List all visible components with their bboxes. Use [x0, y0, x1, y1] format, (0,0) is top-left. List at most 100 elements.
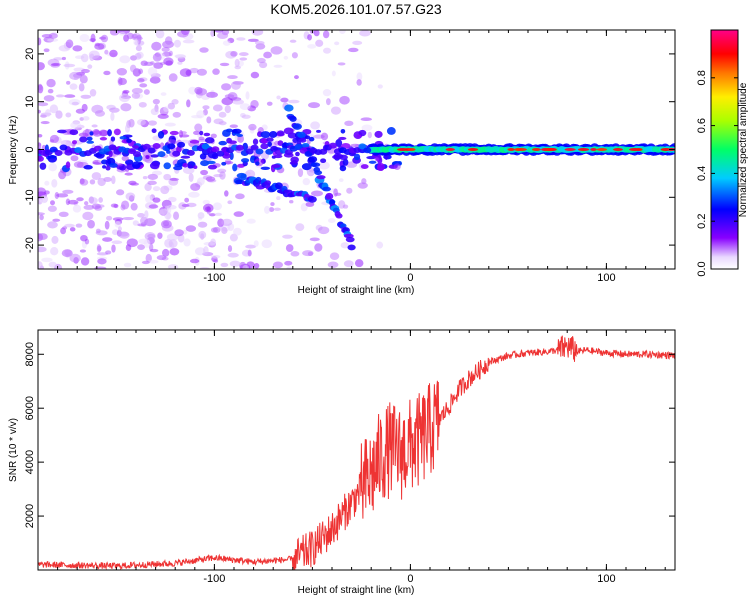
- spectrogram-blob: [68, 98, 81, 106]
- spectrogram-blob: [147, 259, 159, 264]
- spectrogram-blob: [248, 123, 257, 131]
- spectrogram-blob: [99, 136, 108, 141]
- spectrogram-blob: [338, 136, 347, 140]
- spectrogram-blob: [253, 240, 259, 247]
- spectrogram-blob: [167, 196, 177, 203]
- spectrogram-blob: [76, 197, 84, 202]
- spectrogram-blob: [80, 257, 90, 266]
- spectrogram-blob: [153, 62, 164, 69]
- spectrogram-blob: [152, 98, 160, 105]
- spectrogram-blob: [255, 161, 260, 166]
- spectrogram-blob: [38, 233, 44, 242]
- spectrogram-blob: [160, 185, 170, 195]
- spectrogram-blob: [131, 87, 143, 94]
- spectrogram-blob: [64, 223, 75, 228]
- spectrogram-blob: [289, 200, 294, 204]
- spectrogram-blob: [47, 88, 54, 94]
- spectrogram-blob: [118, 231, 130, 239]
- spectrogram-blob: [331, 70, 336, 77]
- colorbar-gradient: [710, 29, 739, 270]
- spectrogram-blob: [338, 178, 344, 183]
- spectrogram-blob: [297, 168, 304, 178]
- spectrogram-blob: [377, 84, 383, 89]
- spectrogram-blob: [66, 80, 71, 85]
- spectrogram-blob: [245, 148, 254, 155]
- spectrogram-blob: [346, 187, 353, 194]
- spectrogram-blob: [237, 135, 245, 143]
- spectrogram-blob: [221, 218, 233, 227]
- spectrogram-blob: [230, 51, 238, 57]
- spectrogram-blob: [51, 62, 61, 66]
- spectrogram-blob: [78, 132, 89, 138]
- spectrogram-blob: [161, 47, 170, 53]
- spectrogram-blob: [212, 259, 219, 263]
- spectrogram-blob: [188, 86, 197, 95]
- spectrogram-blob: [322, 30, 330, 39]
- spectrogram-blob: [358, 143, 367, 150]
- colorbar-tick-label: 0.8: [696, 70, 708, 85]
- spectrogram-blob: [167, 264, 179, 269]
- spectrogram-blob: [327, 261, 339, 268]
- spectrogram-blob: [342, 158, 349, 166]
- spectrogram-blob: [356, 72, 363, 81]
- spectrogram-blob: [148, 204, 159, 209]
- spectrogram-blob: [137, 212, 145, 218]
- spectrogram-blob: [184, 197, 190, 203]
- spectrogram-blob: [173, 165, 183, 171]
- snr-frame: [37, 329, 676, 571]
- spectrogram-blob: [352, 40, 363, 45]
- spectrogram-blob: [137, 78, 145, 83]
- spectrogram-blob: [44, 180, 50, 186]
- spectrogram-blob: [51, 179, 58, 188]
- spectrogram-blob: [266, 101, 273, 106]
- spectrogram-blob: [544, 148, 555, 151]
- spectrogram-blob: [330, 106, 341, 115]
- spectrogram-blob: [65, 39, 74, 49]
- spectrogram-blob: [49, 139, 55, 143]
- spectrogram-blob: [38, 133, 43, 138]
- spectrogram-blob: [54, 149, 63, 156]
- spectrogram-blob: [302, 250, 314, 257]
- spectrogram-blob: [59, 144, 68, 151]
- spectrogram-blob: [467, 148, 479, 151]
- spectrogram-blob: [224, 190, 229, 197]
- spectrogram-blob: [164, 238, 173, 248]
- spectrogram-blob: [169, 177, 179, 181]
- spectrogram-blob: [105, 165, 111, 171]
- spectrogram-blob: [174, 229, 184, 237]
- spectrogram-blob: [108, 150, 113, 158]
- snr-series-line: [38, 335, 675, 570]
- spectrogram-blob: [252, 138, 259, 145]
- spectrogram-blob: [136, 119, 146, 126]
- spectrogram-blob: [612, 148, 623, 151]
- spectrogram-blob: [43, 95, 55, 102]
- spectrogram-blob: [241, 114, 251, 119]
- spectrogram-blob: [119, 31, 126, 36]
- spectrogram-blob: [106, 215, 113, 221]
- spectrogram-blob: [315, 39, 324, 47]
- spectrogram-blob: [307, 34, 312, 41]
- spectrogram-blob: [189, 258, 200, 264]
- spectrogram-blob: [80, 234, 88, 242]
- spectrogram-blob: [143, 239, 151, 248]
- spectrogram-blob: [339, 165, 347, 172]
- spectrogram-blob: [531, 148, 541, 151]
- spectrogram-blob: [173, 39, 182, 48]
- spectrogram-blob: [186, 99, 191, 108]
- spectrogram-blob: [105, 250, 112, 255]
- spectrogram-blob: [172, 150, 181, 157]
- spectrogram-blob: [290, 251, 300, 257]
- spectrogram-blob: [64, 249, 72, 256]
- spectrogram-blob: [88, 197, 98, 205]
- spectrogram-blob: [95, 228, 101, 234]
- spectrogram-blob: [138, 68, 144, 75]
- spectrogram-blob: [39, 195, 48, 204]
- spectrogram-blob: [65, 161, 71, 169]
- spectrogram-blob: [99, 129, 109, 137]
- spectrogram-blob: [38, 142, 42, 150]
- snr-ytick-label: 2000: [24, 504, 36, 528]
- spectrogram-blob: [69, 83, 78, 90]
- spectrogram-blob: [70, 121, 82, 130]
- spectrogram-blob: [219, 171, 226, 180]
